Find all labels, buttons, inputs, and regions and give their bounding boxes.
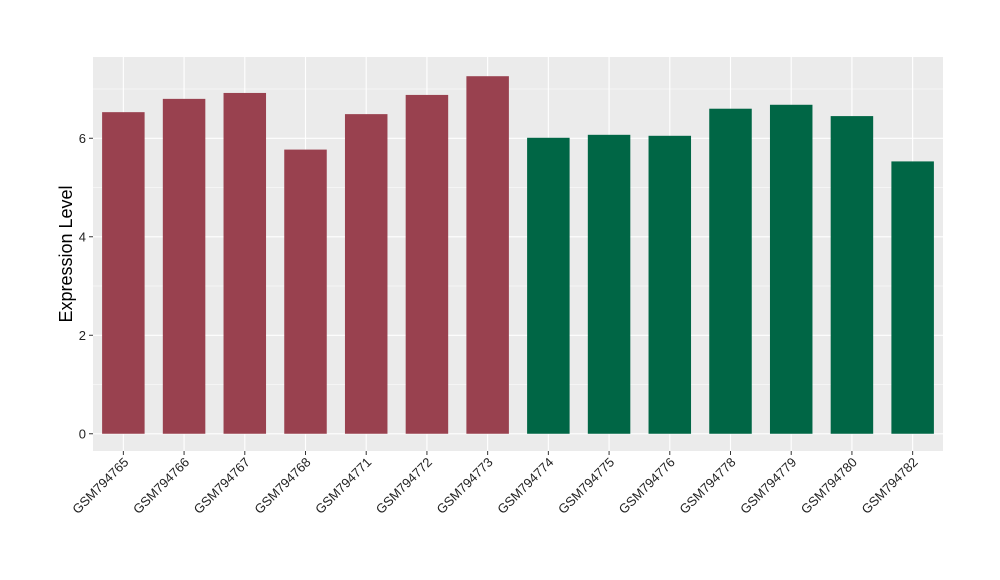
x-axis: GSM794765GSM794766GSM794767GSM794768GSM7…: [69, 451, 921, 517]
x-tick-label: GSM794772: [373, 455, 435, 517]
bars-group: [102, 76, 934, 434]
bar-GSM794779: [769, 104, 813, 434]
x-tick-label: GSM794779: [737, 455, 799, 517]
x-tick-label: GSM794780: [798, 455, 860, 517]
y-tick-label: 4: [79, 229, 86, 244]
bar-GSM794776: [648, 135, 692, 434]
x-tick-label: GSM794782: [859, 455, 921, 517]
x-tick-label: GSM794773: [434, 455, 496, 517]
x-tick-label: GSM794766: [130, 455, 192, 517]
bar-GSM794768: [284, 149, 327, 434]
x-tick-label: GSM794776: [616, 455, 678, 517]
bar-GSM794771: [344, 114, 388, 434]
bar-GSM794778: [709, 108, 752, 434]
bar-GSM794765: [102, 112, 145, 434]
plot-panel: [93, 57, 943, 451]
x-tick-label: GSM794778: [676, 455, 738, 517]
x-tick-label: GSM794775: [555, 455, 617, 517]
bar-GSM794774: [527, 137, 570, 434]
x-tick-label: GSM794771: [312, 455, 374, 517]
x-tick-label: GSM794774: [494, 455, 556, 517]
bar-GSM794782: [891, 161, 934, 434]
y-tick-label: 6: [79, 131, 86, 146]
bar-GSM794773: [466, 76, 509, 434]
x-tick-label: GSM794767: [191, 455, 253, 517]
y-axis: 0 2 4 6: [79, 131, 93, 441]
y-tick-label: 2: [79, 328, 86, 343]
y-axis-title: Expression Level: [56, 185, 76, 322]
bar-GSM794766: [162, 98, 206, 434]
bar-GSM794780: [830, 116, 874, 434]
y-tick-label: 0: [79, 426, 86, 441]
bar-GSM794772: [405, 94, 449, 434]
x-tick-label: GSM794765: [69, 455, 131, 517]
bar-GSM794767: [223, 92, 267, 434]
x-tick-label: GSM794768: [251, 455, 313, 517]
bar-GSM794775: [587, 134, 631, 434]
